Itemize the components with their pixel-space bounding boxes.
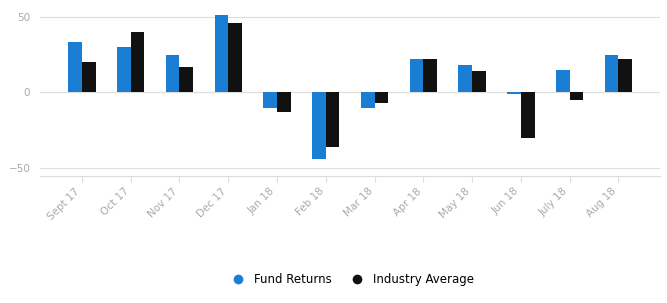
- Bar: [507, 92, 521, 94]
- Bar: [521, 92, 534, 138]
- Bar: [82, 62, 95, 92]
- Bar: [375, 92, 388, 103]
- Bar: [68, 42, 82, 92]
- Bar: [277, 92, 291, 112]
- Bar: [325, 92, 340, 147]
- Bar: [215, 15, 228, 92]
- Bar: [410, 59, 424, 92]
- Bar: [179, 67, 193, 92]
- Bar: [228, 23, 242, 92]
- Bar: [556, 70, 570, 92]
- Bar: [458, 65, 472, 92]
- Bar: [117, 47, 131, 92]
- Bar: [361, 92, 375, 108]
- Bar: [312, 92, 325, 159]
- Bar: [166, 55, 179, 92]
- Bar: [131, 32, 144, 92]
- Bar: [263, 92, 277, 108]
- Bar: [424, 59, 437, 92]
- Bar: [605, 55, 618, 92]
- Legend: Fund Returns, Industry Average: Fund Returns, Industry Average: [222, 268, 478, 291]
- Bar: [472, 71, 486, 92]
- Bar: [618, 59, 632, 92]
- Bar: [570, 92, 584, 100]
